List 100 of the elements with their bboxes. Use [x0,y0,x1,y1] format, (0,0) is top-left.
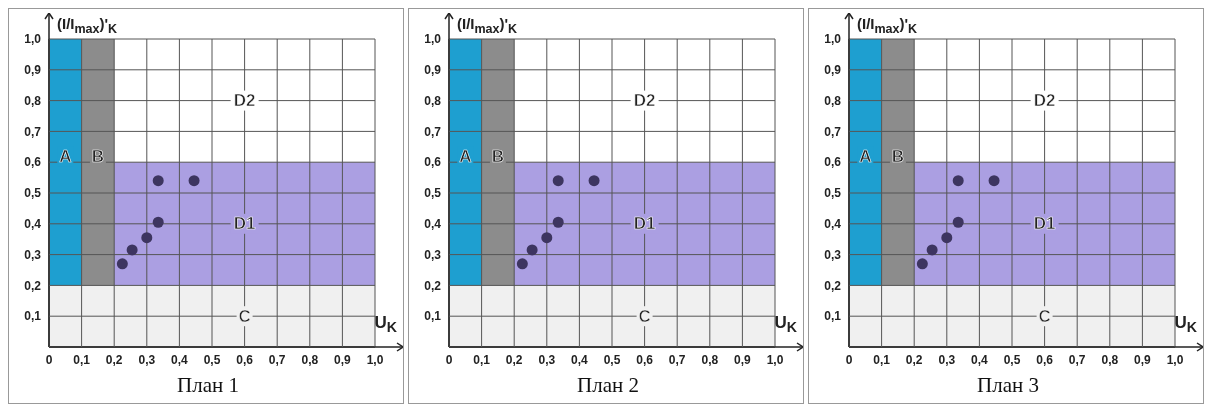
x-tick-label: 0,2 [905,352,923,367]
x-tick-label: 0,6 [1036,352,1054,367]
band-label: A [459,146,472,166]
y-tick-label: 0,3 [424,247,442,262]
annotation: D2 [1033,91,1056,111]
point [926,244,938,256]
y-tick-label: 0,3 [824,247,842,262]
point [541,232,553,244]
band-label: D1 [233,214,256,234]
x-tick-label: 0 [445,352,453,367]
x-tick-label: 0,4 [971,352,989,367]
x-tick-label: 0,6 [636,352,654,367]
y-axis-title: (I/I$_{max}$)'$_{K}$ [857,15,918,36]
point [552,175,564,187]
y-tick-label: 0,8 [24,93,42,108]
x-tick-label: 0,5 [603,352,621,367]
y-tick-label: 0,9 [824,63,842,78]
y-tick-label: 0,5 [424,186,442,201]
y-tick-label: 0,6 [824,155,842,170]
y-tick-label: 0,8 [824,93,842,108]
y-tick-label: 0,6 [424,155,442,170]
y-tick-label: 1,0 [424,32,442,47]
y-tick-label: 0,9 [24,63,42,78]
band-label: A [59,146,72,166]
x-tick-label: 0,8 [701,352,719,367]
point [988,175,1000,187]
band-label: B [491,146,505,166]
x-tick-label: 0,9 [734,352,752,367]
annotation: D2 [633,91,656,111]
y-tick-label: 0,1 [824,309,842,324]
band-label: A [859,146,872,166]
x-tick-label: 1,0 [1166,352,1184,367]
x-tick-label: 0,3 [538,352,556,367]
x-tick-label: 0,5 [1003,352,1021,367]
y-tick-label: 0,1 [424,309,442,324]
point [116,258,128,270]
y-tick-label: 0,7 [424,124,442,139]
y-tick-label: 0,7 [24,124,42,139]
point [152,175,164,187]
band-label: D1 [633,214,656,234]
point [126,244,138,256]
x-tick-label: 0,3 [938,352,956,367]
point [552,216,564,228]
y-tick-label: 0,2 [824,278,842,293]
x-tick-label: 0,6 [236,352,254,367]
x-tick-label: 0,9 [1134,352,1152,367]
text: План 3 [976,373,1040,398]
y-tick-label: 0,9 [424,63,442,78]
point [141,232,153,244]
x-tick-label: 0,7 [268,352,286,367]
text: План 1 [176,373,240,398]
y-tick-label: 0,2 [24,278,42,293]
y-tick-label: 0,4 [24,217,42,232]
y-tick-label: 0,2 [424,278,442,293]
x-tick-label: 0,4 [171,352,189,367]
y-tick-label: 0,1 [24,309,42,324]
y-tick-label: 1,0 [24,32,42,47]
x-tick-label: 0,1 [473,352,491,367]
y-axis-title: (I/I$_{max}$)'$_{K}$ [57,15,118,36]
band-label: D1 [1033,214,1056,234]
x-tick-label: 0,8 [1101,352,1119,367]
x-tick-label: 0,4 [571,352,589,367]
x-tick-label: 0,9 [334,352,352,367]
y-axis-title: (I/I$_{max}$)'$_{K}$ [457,15,518,36]
y-tick-label: 0,6 [24,155,42,170]
point [516,258,528,270]
x-tick-label: 0,8 [301,352,319,367]
y-tick-label: 1,0 [824,32,842,47]
x-tick-label: 0,2 [105,352,123,367]
point [952,216,964,228]
x-tick-label: 0,7 [1068,352,1086,367]
x-tick-label: 0,1 [73,352,91,367]
point [152,216,164,228]
x-tick-label: 0 [845,352,853,367]
point [941,232,953,244]
y-tick-label: 0,5 [824,186,842,201]
x-axis-title: U$_{K}$ [1174,313,1197,336]
text: План 2 [576,373,640,398]
band-label: C [238,306,251,326]
point [526,244,538,256]
y-tick-label: 0,4 [424,217,442,232]
y-tick-label: 0,7 [824,124,842,139]
band-label: C [1038,306,1051,326]
x-tick-label: 0,3 [138,352,156,367]
annotation: D2 [233,91,256,111]
x-tick-label: 0,2 [505,352,523,367]
y-tick-label: 0,8 [424,93,442,108]
y-tick-label: 0,5 [24,186,42,201]
point [188,175,200,187]
point [952,175,964,187]
x-tick-label: 1,0 [366,352,384,367]
x-axis-title: U$_{K}$ [774,313,797,336]
x-tick-label: 0,5 [203,352,221,367]
point [588,175,600,187]
x-tick-label: 0 [45,352,53,367]
y-tick-label: 0,3 [24,247,42,262]
band-label: B [891,146,905,166]
x-tick-label: 0,7 [668,352,686,367]
band-label: B [91,146,105,166]
band-label: C [638,306,651,326]
